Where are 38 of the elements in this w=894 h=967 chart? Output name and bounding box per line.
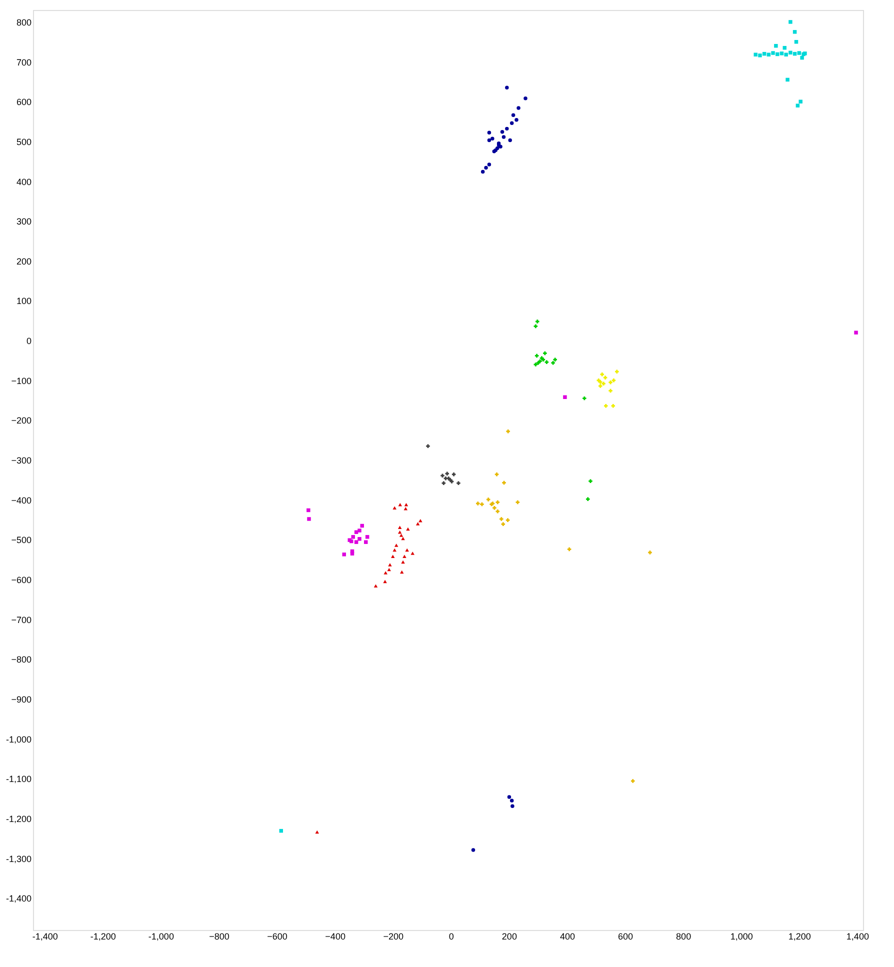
x-tick-label: 200 xyxy=(502,932,517,942)
x-tick-label: −200 xyxy=(383,932,404,942)
y-tick-label: −400 xyxy=(11,495,32,506)
y-tick-label: -1,200 xyxy=(6,814,32,824)
y-tick-label: −800 xyxy=(11,654,32,665)
y-tick-label: 800 xyxy=(16,17,32,28)
x-tick-label: 0 xyxy=(448,932,454,942)
y-tick-label: −700 xyxy=(11,614,32,625)
x-tick-label: −400 xyxy=(325,932,346,942)
y-tick-label: -1,000 xyxy=(6,734,32,744)
x-tick-label: 400 xyxy=(560,932,575,942)
x-tick-label: -1,200 xyxy=(90,932,116,942)
y-tick-label: 700 xyxy=(16,57,32,68)
y-tick-label: −900 xyxy=(11,694,32,705)
x-tick-label: 1,000 xyxy=(730,932,753,942)
y-tick-label: −100 xyxy=(11,376,32,386)
x-tick-label: -1,000 xyxy=(148,932,174,942)
y-tick-label: −500 xyxy=(11,535,32,546)
y-tick-label: 300 xyxy=(16,216,32,227)
y-tick-label: 500 xyxy=(16,136,32,147)
y-tick-label: 100 xyxy=(16,296,32,306)
y-tick-label: 200 xyxy=(16,256,32,266)
y-tick-label: -1,300 xyxy=(6,854,32,864)
y-tick-label: −200 xyxy=(11,416,32,426)
y-tick-label: 400 xyxy=(16,176,32,187)
x-tick-label: −800 xyxy=(209,932,230,942)
y-tick-label: -1,400 xyxy=(6,894,32,904)
x-tick-label: 1,400 xyxy=(846,932,869,942)
x-tick-label: 1,200 xyxy=(788,932,811,942)
x-tick-label: −600 xyxy=(267,932,288,942)
y-tick-label: −300 xyxy=(11,456,32,466)
y-tick-label: 600 xyxy=(16,97,32,108)
y-tick-label: −600 xyxy=(11,575,32,586)
x-tick-label: -1,400 xyxy=(32,932,58,942)
y-tick-label: -1,100 xyxy=(6,774,32,784)
x-tick-label: 800 xyxy=(676,932,692,942)
x-tick-label: 600 xyxy=(618,932,634,942)
y-tick-label: 0 xyxy=(26,336,32,346)
